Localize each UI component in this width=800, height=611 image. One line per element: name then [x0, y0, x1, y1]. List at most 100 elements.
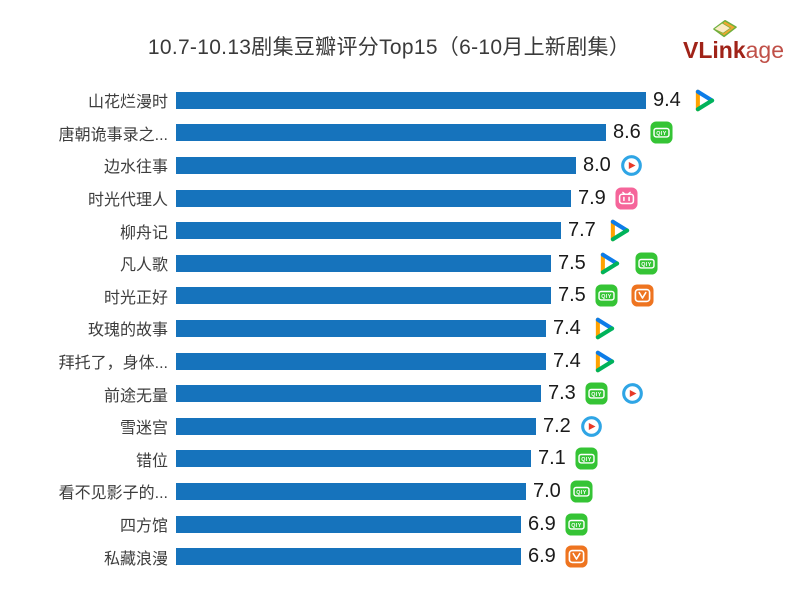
tencent-video-icon: [590, 315, 617, 342]
logo-text-rest: age: [745, 37, 784, 63]
mango-tv-icon: [565, 545, 588, 568]
platform-icons: [590, 348, 617, 375]
bar-area: 8.6 QIY: [176, 117, 800, 150]
bar-area: 7.5 QIY: [176, 280, 800, 313]
rating-value: 7.1: [538, 447, 566, 470]
rating-bar: [176, 91, 646, 109]
category-label: 玫瑰的故事: [87, 322, 168, 340]
rating-bar: [176, 254, 551, 272]
chart-row: 拜托了，身体... 7.4: [0, 345, 800, 378]
svg-text:QIY: QIY: [641, 262, 651, 268]
chart-row: 玫瑰的故事 7.4: [0, 312, 800, 345]
platform-icons: QIY: [595, 284, 654, 307]
iqiyi-icon: QIY: [595, 284, 618, 307]
chart-row: 前途无量 7.3 QIY: [0, 377, 800, 410]
iqiyi-icon: QIY: [570, 480, 593, 503]
rating-value: 8.6: [613, 121, 641, 144]
platform-icons: [690, 87, 717, 114]
category-label: 看不见影子的...: [58, 485, 168, 503]
bar-area: 7.7: [176, 214, 800, 247]
rating-value: 7.7: [568, 219, 596, 242]
bar-chart: 山花烂漫时 9.4 唐朝诡事录之... 8.6 QIY 边水往事 8.0: [0, 84, 800, 573]
rating-value: 7.9: [578, 186, 606, 209]
rating-bar: [176, 417, 536, 435]
bar-area: 7.0 QIY: [176, 475, 800, 508]
rating-bar: [176, 124, 606, 142]
svg-text:QIY: QIY: [656, 131, 666, 137]
iqiyi-icon: QIY: [585, 382, 608, 405]
chart-row: 边水往事 8.0: [0, 149, 800, 182]
bar-area: 7.2: [176, 410, 800, 443]
rating-value: 7.4: [553, 316, 581, 339]
rating-bar: [176, 222, 561, 240]
tencent-video-icon: [690, 87, 717, 114]
bar-area: 7.4: [176, 312, 800, 345]
youku-icon: [580, 415, 603, 438]
iqiyi-icon: QIY: [650, 121, 673, 144]
rating-bar: [176, 319, 546, 337]
platform-icons: [615, 187, 638, 210]
chart-row: 山花烂漫时 9.4: [0, 84, 800, 117]
rating-bar: [176, 385, 541, 403]
rating-bar: [176, 156, 576, 174]
rating-bar: [176, 352, 546, 370]
bilibili-icon: [615, 187, 638, 210]
category-label: 时光代理人: [87, 192, 168, 210]
bar-area: 7.5 QIY: [176, 247, 800, 280]
youku-icon: [620, 154, 643, 177]
category-label: 边水往事: [103, 159, 168, 177]
chart-row: 唐朝诡事录之... 8.6 QIY: [0, 117, 800, 150]
svg-text:QIY: QIY: [591, 392, 601, 398]
youku-icon: [621, 382, 644, 405]
rating-bar: [176, 548, 521, 566]
chart-row: 柳舟记 7.7: [0, 214, 800, 247]
vlinkage-logo: VLinkage: [683, 17, 787, 63]
platform-icons: QIY: [595, 250, 658, 277]
svg-text:QIY: QIY: [601, 294, 611, 300]
category-label: 私藏浪漫: [103, 550, 168, 568]
svg-text:QIY: QIY: [571, 523, 581, 529]
category-label: 时光正好: [103, 289, 168, 307]
tencent-video-icon: [590, 348, 617, 375]
rating-value: 6.9: [528, 512, 556, 535]
rating-value: 7.5: [558, 251, 586, 274]
chart-row: 错位 7.1 QIY: [0, 443, 800, 476]
rating-value: 7.5: [558, 284, 586, 307]
platform-icons: QIY: [575, 447, 598, 470]
bar-area: 7.1 QIY: [176, 443, 800, 476]
platform-icons: [565, 545, 588, 568]
rating-value: 7.0: [533, 479, 561, 502]
platform-icons: [605, 217, 632, 244]
bar-area: 7.4: [176, 345, 800, 378]
category-label: 前途无量: [103, 387, 168, 405]
chart-row: 时光正好 7.5 QIY: [0, 280, 800, 313]
iqiyi-icon: QIY: [635, 252, 658, 275]
rating-bar: [176, 287, 551, 305]
platform-icons: QIY: [650, 121, 673, 144]
bar-area: 9.4: [176, 84, 800, 117]
platform-icons: QIY: [585, 382, 644, 405]
rating-value: 7.3: [548, 382, 576, 405]
rating-value: 7.2: [543, 414, 571, 437]
rating-bar: [176, 515, 521, 533]
rating-value: 8.0: [583, 153, 611, 176]
rating-value: 7.4: [553, 349, 581, 372]
category-label: 凡人歌: [119, 257, 168, 275]
chart-row: 雪迷宫 7.2: [0, 410, 800, 443]
logo-text-bold: VLink: [683, 37, 746, 63]
page-title: 10.7-10.13剧集豆瓣评分Top15（6-10月上新剧集）: [147, 36, 631, 59]
platform-icons: [580, 415, 603, 438]
rating-value: 6.9: [528, 545, 556, 568]
bar-area: 7.3 QIY: [176, 377, 800, 410]
mango-tv-icon: [631, 284, 654, 307]
category-label: 四方馆: [119, 518, 168, 536]
bar-area: 8.0: [176, 149, 800, 182]
tencent-video-icon: [595, 250, 622, 277]
chart-row: 四方馆 6.9 QIY: [0, 508, 800, 541]
chart-row: 时光代理人 7.9: [0, 182, 800, 215]
category-label: 柳舟记: [119, 224, 168, 242]
chart-row: 凡人歌 7.5 QIY: [0, 247, 800, 280]
vlinkage-logo-text: VLinkage: [683, 37, 787, 63]
chart-row: 看不见影子的... 7.0 QIY: [0, 475, 800, 508]
rating-bar: [176, 189, 571, 207]
